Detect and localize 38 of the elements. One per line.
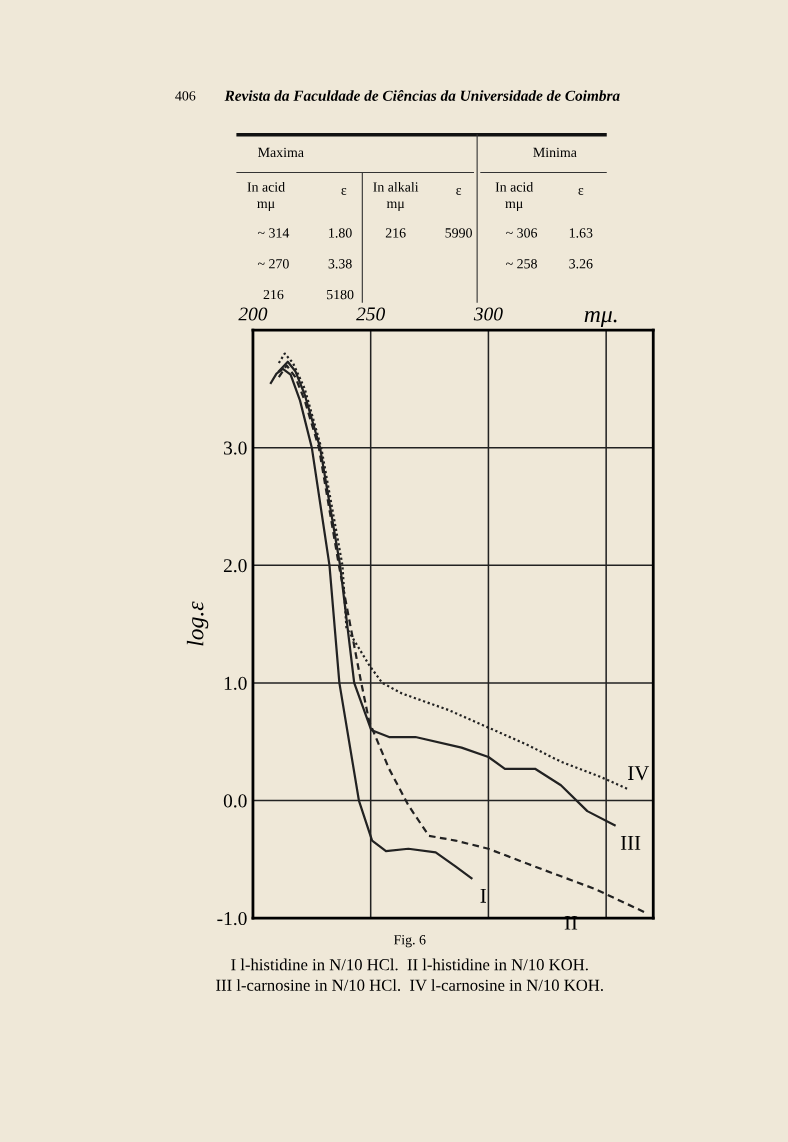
text: In alkali mμ	[373, 181, 419, 211]
text: In acid mμ	[495, 181, 534, 211]
y-tick-label: 1.0	[224, 676, 247, 690]
text: In acid mμ	[247, 181, 285, 211]
text: 406	[175, 91, 196, 101]
text: I l-histidine in N/10 HCl. II l-histidine in N/10 KOH.	[231, 958, 588, 971]
text: 1.80	[329, 228, 352, 238]
text: 5990	[445, 228, 472, 238]
text: 1.63	[569, 228, 593, 238]
y-tick-label: 3.0	[224, 441, 247, 455]
text: ~ 306	[506, 228, 538, 238]
text: 216	[385, 228, 406, 238]
y-tick-label: -1.0	[217, 911, 247, 926]
text: III l-carnosine in N/10 HCl. IV l-carnosine in N/10 KOH.	[216, 979, 603, 991]
series-label: IV	[628, 766, 650, 781]
text: Revista da Faculdade de Ciências da Universidade de Coimbra	[224, 89, 620, 101]
text: ε	[341, 188, 347, 195]
y-tick-label: 2.0	[223, 559, 247, 573]
text: Minima	[533, 147, 577, 158]
text: 216	[263, 289, 284, 300]
x-tick-label: 250	[356, 307, 386, 321]
text: 5180	[327, 289, 354, 300]
x-tick-label: 200	[238, 307, 268, 321]
text: ε	[456, 188, 462, 195]
text: ~ 258	[506, 259, 537, 269]
text: ~ 314	[257, 228, 290, 238]
y-tick-label: 0.0	[223, 794, 247, 808]
text: ε	[578, 188, 584, 195]
caption: Fig. 6	[393, 935, 426, 948]
text: ~ 270	[257, 259, 289, 269]
y-axis-title: log.ε	[186, 601, 209, 646]
text: 3.26	[569, 259, 593, 269]
x-axis-title: mμ.	[584, 310, 617, 328]
series-label: I	[480, 888, 486, 903]
text: 3.38	[328, 259, 352, 269]
x-tick-label: 300	[473, 307, 503, 321]
series-label: III	[620, 836, 641, 850]
text: Maxima	[258, 147, 304, 158]
